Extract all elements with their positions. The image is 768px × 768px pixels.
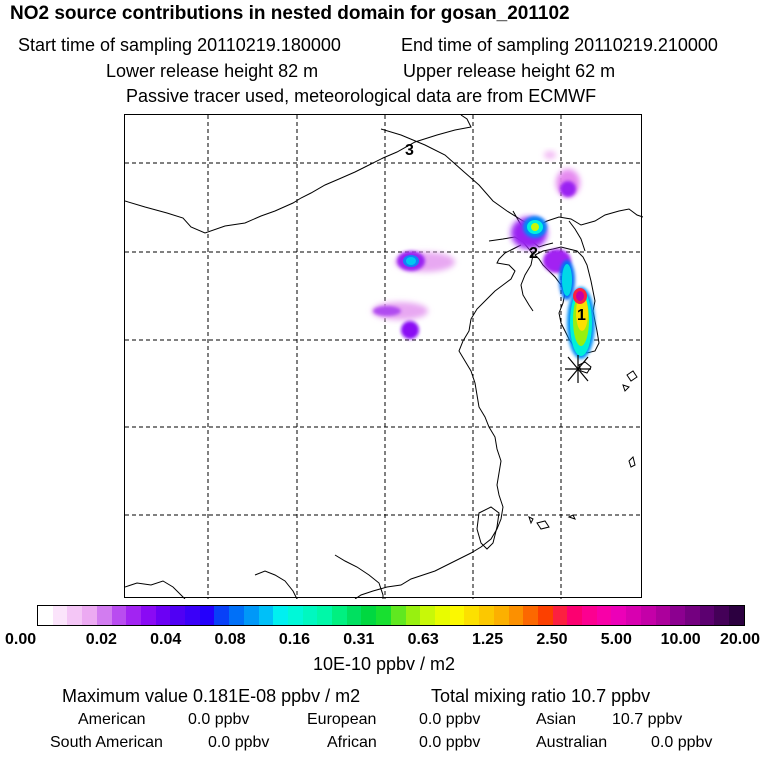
colorbar-tick-label: 0.02 [85,631,117,648]
asian-value: 10.7 ppbv [612,711,683,728]
colorbar-cell [670,606,685,625]
colorbar-cell [140,606,156,625]
colorbar-tick-label: 1.25 [471,631,504,648]
marker-3: 3 [405,142,414,159]
colorbar-cell [38,606,53,625]
colorbar-cell [82,606,97,625]
colorbar-cell [258,606,274,625]
colorbar-cell [714,606,730,625]
colorbar-cell [214,606,230,625]
european-label: European [307,711,377,728]
colorbar-cell [361,606,377,625]
max-value: Maximum value 0.181E-08 ppbv / m2 [62,686,361,706]
total-mixing-ratio: Total mixing ratio 10.7 ppbv [431,686,651,706]
colorbar-cell [346,606,362,625]
colorbar-cell [405,606,421,625]
american-value: 0.0 ppbv [188,711,250,728]
lower-release-label: Lower release height 82 m [106,61,319,81]
colorbar-cell [537,606,553,625]
australian-value: 0.0 ppbv [651,734,713,751]
south-american-value: 0.0 ppbv [208,734,270,751]
colorbar-tick-label: 0.16 [278,631,311,648]
map-panel: 1 2 3 [124,114,643,599]
colorbar-cell [523,606,538,625]
colorbar-tick-label: 0.04 [150,631,182,648]
colorbar-cell [493,606,509,625]
colorbar-cell [317,606,333,625]
colorbar-cell [729,606,744,625]
african-label: African [327,734,377,751]
upper-release-label: Upper release height 62 m [403,61,616,81]
colorbar-cell [434,606,450,625]
colorbar-tick-label: 10.00 [660,631,701,648]
colorbar-cell [52,606,68,625]
european-value: 0.0 ppbv [419,711,481,728]
asian-label: Asian [536,711,577,728]
start-time-label: Start time of sampling 20110219.180000 [18,35,341,55]
coastlines [125,115,643,599]
trajectory-markers: 1 2 3 [405,142,586,324]
colorbar-tick-label: 0.63 [407,631,439,648]
colorbar-units: 10E-10 ppbv / m2 [312,654,456,674]
colorbar-cell [508,606,524,625]
colorbar-cell [464,606,480,625]
colorbar-cell [243,606,259,625]
colorbar-cell [199,606,215,625]
colorbar-cell [96,606,112,625]
colorbar-cell [302,606,318,625]
colorbar-cell [582,606,597,625]
tracer-note: Passive tracer used, meteorological data… [126,86,597,106]
graticule [125,115,643,599]
colorbar-cell [655,606,671,625]
colorbar-cell [126,606,141,625]
colorbar-cell [185,606,200,625]
colorbar-cell [552,606,568,625]
colorbar-cell [626,606,641,625]
page-title: NO2 source contributions in nested domai… [10,3,570,24]
end-time-label: End time of sampling 20110219.210000 [401,35,718,55]
african-value: 0.0 ppbv [419,734,481,751]
colorbar-cell [67,606,83,625]
colorbar-tick-label: 20.00 [719,631,760,648]
colorbar-cell [229,606,244,625]
colorbar [37,605,745,626]
colorbar-cell [611,606,627,625]
colorbar-cell [170,606,186,625]
colorbar-cell [420,606,435,625]
colorbar-cell [596,606,612,625]
colorbar-cell [449,606,465,625]
colorbar-cell [155,606,171,625]
american-label: American [78,711,146,728]
south-american-label: South American [50,734,163,751]
colorbar-tick-label: 0.00 [5,631,37,648]
australian-label: Australian [536,734,608,751]
colorbar-cell [699,606,715,625]
colorbar-cell [376,606,391,625]
asterisk-icon [565,355,591,383]
colorbar-cell [287,606,303,625]
colorbar-tick-label: 2.50 [536,631,568,648]
colorbar-tick-label: 0.08 [214,631,246,648]
colorbar-cell [567,606,583,625]
concentration-field [372,151,595,359]
marker-1: 1 [577,307,586,324]
colorbar-tick-label: 0.31 [343,631,375,648]
colorbar-cell [390,606,406,625]
colorbar-cell [684,606,700,625]
colorbar-cell [111,606,127,625]
colorbar-cell [640,606,656,625]
colorbar-cell [332,606,347,625]
marker-2: 2 [529,245,538,262]
colorbar-cell [273,606,288,625]
map-canvas: 1 2 3 [125,115,643,599]
colorbar-tick-label: 5.00 [600,631,632,648]
colorbar-cell [479,606,494,625]
